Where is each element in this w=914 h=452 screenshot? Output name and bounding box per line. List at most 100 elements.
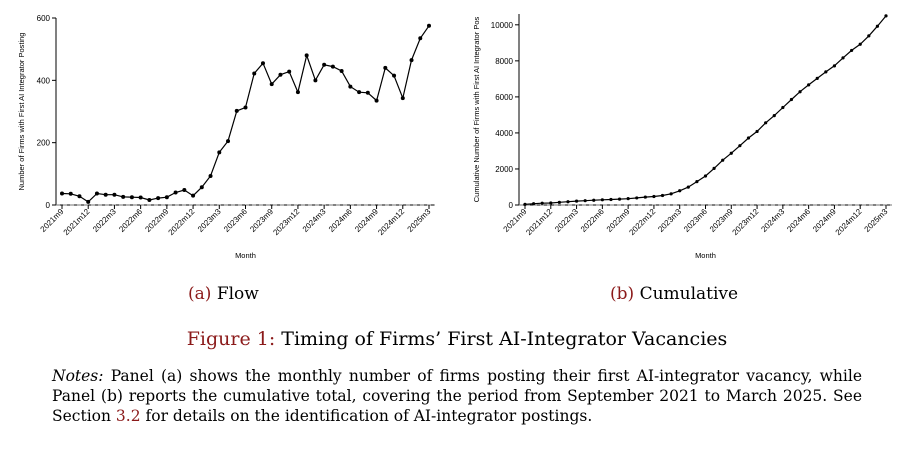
data-point [287, 69, 292, 74]
subcaption-a-text: Flow [216, 284, 259, 304]
data-point [217, 150, 222, 155]
data-point [383, 65, 388, 70]
data-point [313, 78, 318, 83]
x-tick-label: 2024m3 [759, 207, 786, 234]
data-point [147, 198, 152, 203]
data-point [418, 36, 423, 41]
data-point [884, 14, 888, 18]
figure-caption-text: Timing of Firms’ First AI-Integrator Vac… [281, 328, 728, 350]
data-point [77, 194, 82, 199]
data-point [304, 53, 309, 58]
x-axis-title: Month [235, 251, 256, 260]
y-tick-label: 0 [509, 201, 514, 210]
data-point [807, 83, 811, 87]
x-tick-label: 2022m3 [91, 207, 118, 234]
data-point [772, 113, 776, 118]
data-point [592, 198, 596, 202]
data-point [182, 188, 187, 193]
x-tick-label: 2024m6 [785, 207, 812, 234]
data-point [103, 192, 108, 197]
data-point [755, 129, 759, 134]
data-point [234, 108, 239, 113]
data-point [781, 105, 785, 110]
data-point [875, 24, 880, 28]
data-point [566, 200, 570, 204]
y-tick-label: 4000 [495, 129, 513, 138]
data-point [86, 199, 91, 204]
subcaption-a-tag: (a) [188, 284, 212, 304]
y-tick-label: 10000 [491, 21, 514, 30]
y-tick-label: 600 [37, 14, 51, 23]
x-axis-title: Month [695, 251, 716, 260]
axis-lines [55, 18, 435, 206]
data-point [208, 174, 213, 179]
data-point [295, 90, 300, 95]
data-point [278, 72, 283, 77]
data-point [348, 84, 353, 89]
x-tick-label: 2022m12 [627, 207, 657, 237]
x-tick-label: 2024m12 [834, 207, 864, 237]
data-point [94, 191, 99, 196]
data-point [226, 139, 231, 144]
data-point [721, 158, 725, 162]
data-point [850, 48, 854, 53]
y-axis-title: Cumulative Number of Firms with First AI… [472, 17, 481, 203]
x-tick-label: 2023m3 [656, 207, 683, 234]
y-tick-label: 2000 [495, 165, 513, 174]
data-point [626, 197, 630, 201]
data-point [121, 194, 126, 199]
data-point [643, 195, 647, 199]
figure-caption: Figure 1: Timing of Firms’ First AI-Inte… [0, 328, 914, 350]
x-tick-label: 2021m12 [524, 207, 554, 237]
data-point [374, 98, 379, 103]
x-tick-label: 2023m6 [682, 207, 709, 234]
data-point [138, 195, 143, 200]
x-tick-label: 2023m3 [196, 207, 223, 234]
data-point [660, 193, 665, 198]
data-point [832, 64, 837, 68]
x-tick-label: 2022m6 [579, 207, 606, 234]
data-point [365, 90, 370, 95]
subcaption-b-text: Cumulative [639, 284, 739, 304]
data-point [164, 195, 169, 200]
data-point [252, 71, 257, 76]
data-point [824, 70, 828, 74]
figure-caption-tag: Figure 1: [186, 328, 276, 350]
data-point [746, 136, 751, 140]
data-point [617, 197, 622, 201]
data-point [635, 196, 639, 200]
data-point [60, 191, 64, 196]
notes-text-after: for details on the identification of AI-… [145, 407, 593, 425]
x-tick-label: 2022m3 [553, 207, 580, 234]
subcaption-a: (a) Flow [188, 284, 259, 304]
y-tick-label: 6000 [495, 93, 513, 102]
data-point [764, 121, 768, 125]
data-point [815, 76, 819, 80]
data-point [686, 185, 690, 189]
data-point [678, 189, 682, 193]
data-point [400, 96, 405, 101]
y-tick-label: 8000 [495, 57, 513, 66]
data-point [531, 202, 536, 206]
data-point [841, 56, 845, 60]
data-point [867, 34, 871, 38]
data-point [540, 201, 544, 205]
x-tick-label: 2022m12 [167, 207, 197, 237]
data-point [738, 144, 742, 148]
data-point [669, 192, 673, 196]
data-point [789, 97, 794, 102]
data-point [339, 68, 344, 73]
data-point [652, 194, 656, 199]
x-tick-label: 2024m6 [327, 207, 354, 234]
y-tick-label: 400 [37, 76, 51, 85]
notes-section-link[interactable]: 3.2 [115, 407, 141, 425]
data-point [322, 62, 327, 67]
data-point [574, 199, 579, 203]
subcaption-b-tag: (b) [610, 284, 635, 304]
data-point [269, 82, 274, 87]
y-axis-title: Number of Firms with First AI Integrator… [17, 33, 26, 191]
x-tick-label: 2023m12 [731, 207, 761, 237]
x-tick-label: 2025m3 [863, 207, 890, 234]
x-tick-label: 2021m12 [62, 207, 92, 237]
